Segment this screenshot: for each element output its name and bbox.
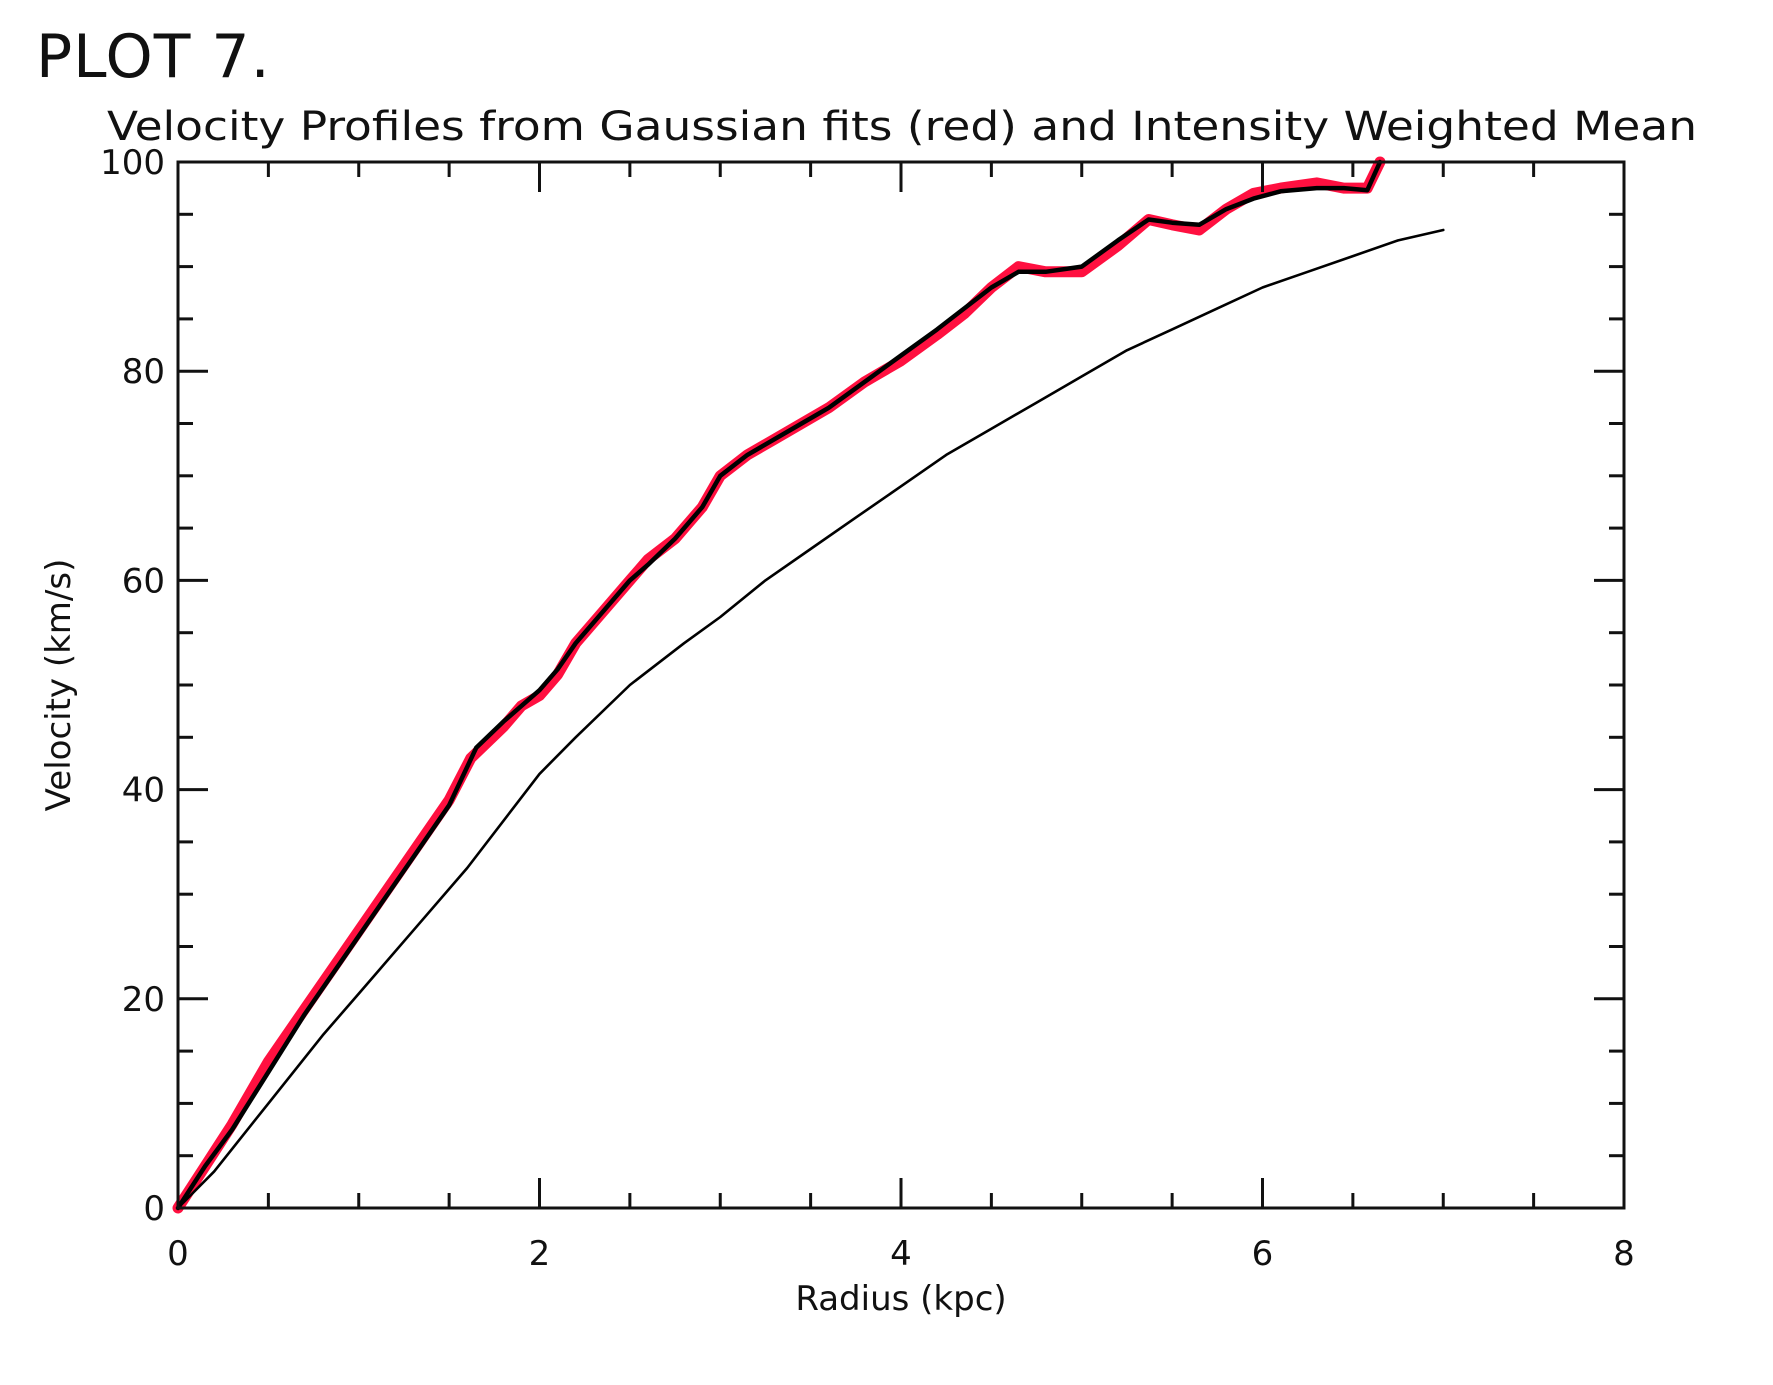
y-axis-label: Velocity (km/s)	[39, 559, 79, 812]
x-tick-label: 6	[1252, 1234, 1274, 1274]
x-axis-label: Radius (kpc)	[795, 1279, 1006, 1319]
x-tick-label: 4	[890, 1234, 912, 1274]
y-tick-label: 100	[100, 143, 165, 183]
y-tick-label: 80	[122, 352, 165, 392]
series-layer	[172, 156, 1445, 1214]
page-label: PLOT 7.	[36, 22, 271, 92]
y-tick-label: 20	[122, 980, 165, 1020]
x-tick-label: 0	[167, 1234, 189, 1274]
series-line-red-underlay	[172, 156, 1386, 1214]
x-tick-label: 8	[1613, 1234, 1635, 1274]
y-tick-label: 0	[143, 1189, 165, 1229]
y-tick-label: 40	[122, 771, 165, 811]
plot-frame	[176, 160, 1626, 1210]
chart-title: Velocity Profiles from Gaussian fits (re…	[107, 104, 1697, 150]
y-tick-label: 60	[122, 561, 165, 601]
series-line-black-thick	[175, 159, 1383, 1211]
series-line-black-thin	[176, 228, 1445, 1210]
x-tick-label: 2	[529, 1234, 551, 1274]
